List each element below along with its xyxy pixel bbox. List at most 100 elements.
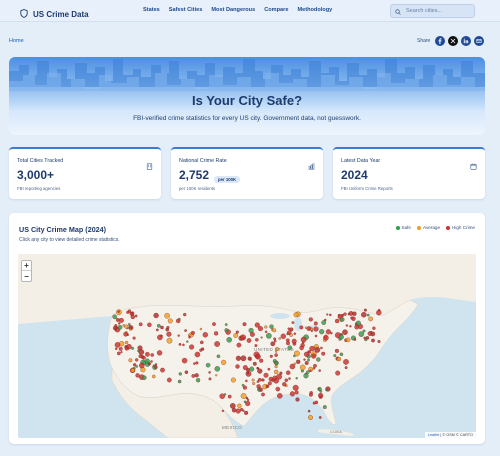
city-marker[interactable] <box>138 354 143 359</box>
city-marker[interactable] <box>235 364 240 369</box>
city-marker[interactable] <box>164 312 170 319</box>
city-marker[interactable] <box>336 356 342 362</box>
city-marker[interactable] <box>246 338 252 343</box>
city-marker[interactable] <box>249 366 255 372</box>
city-marker[interactable] <box>291 321 295 324</box>
city-marker[interactable] <box>326 313 329 316</box>
city-marker[interactable] <box>167 318 173 324</box>
city-marker[interactable] <box>313 321 318 326</box>
city-marker[interactable] <box>224 323 228 326</box>
city-marker[interactable] <box>246 398 250 402</box>
city-marker[interactable] <box>261 392 265 397</box>
city-marker[interactable] <box>124 340 129 345</box>
city-marker[interactable] <box>308 317 313 322</box>
city-marker[interactable] <box>182 343 185 347</box>
city-marker[interactable] <box>308 415 313 420</box>
city-marker[interactable] <box>123 331 129 337</box>
city-marker[interactable] <box>285 338 290 343</box>
city-marker[interactable] <box>184 329 187 332</box>
map-canvas[interactable] <box>18 254 476 438</box>
city-marker[interactable] <box>307 409 311 413</box>
city-marker[interactable] <box>135 358 139 362</box>
leaflet-link[interactable]: Leaflet <box>427 433 440 437</box>
city-marker[interactable] <box>306 326 312 331</box>
city-marker[interactable] <box>205 362 211 368</box>
city-marker[interactable] <box>363 308 367 312</box>
city-marker[interactable] <box>166 331 172 337</box>
city-marker[interactable] <box>236 342 242 348</box>
city-marker[interactable] <box>295 377 298 380</box>
city-marker[interactable] <box>216 354 221 359</box>
city-marker[interactable] <box>256 384 261 389</box>
city-marker[interactable] <box>264 330 268 334</box>
city-marker[interactable] <box>153 312 159 319</box>
city-marker[interactable] <box>256 380 260 383</box>
city-marker[interactable] <box>280 333 286 339</box>
city-marker[interactable] <box>195 378 201 383</box>
facebook-icon[interactable] <box>435 36 446 46</box>
city-marker[interactable] <box>309 345 315 352</box>
city-marker[interactable] <box>215 374 218 377</box>
city-marker[interactable] <box>267 381 272 386</box>
city-marker[interactable] <box>334 318 340 324</box>
city-marker[interactable] <box>245 396 249 400</box>
city-marker[interactable] <box>300 336 307 343</box>
city-marker[interactable] <box>118 322 121 325</box>
city-marker[interactable] <box>277 393 283 399</box>
city-marker[interactable] <box>352 311 357 316</box>
city-marker[interactable] <box>318 416 322 419</box>
city-marker[interactable] <box>178 317 181 321</box>
city-marker[interactable] <box>318 369 321 372</box>
city-marker[interactable] <box>212 322 216 326</box>
city-marker[interactable] <box>114 347 118 351</box>
city-marker[interactable] <box>339 352 344 357</box>
city-marker[interactable] <box>364 338 368 342</box>
linkedin-icon[interactable] <box>461 36 472 46</box>
city-marker[interactable] <box>276 373 282 380</box>
city-marker[interactable] <box>160 367 165 373</box>
city-marker[interactable] <box>152 374 156 379</box>
city-marker[interactable] <box>342 329 348 335</box>
city-marker[interactable] <box>135 373 140 378</box>
city-marker[interactable] <box>278 337 281 340</box>
city-marker[interactable] <box>312 367 316 370</box>
city-marker[interactable] <box>155 328 159 332</box>
city-marker[interactable] <box>241 383 245 387</box>
city-marker[interactable] <box>194 373 199 378</box>
city-marker[interactable] <box>199 327 203 331</box>
city-marker[interactable] <box>145 351 150 357</box>
city-marker[interactable] <box>194 351 201 358</box>
city-marker[interactable] <box>246 367 250 372</box>
city-marker[interactable] <box>256 366 259 370</box>
city-marker[interactable] <box>334 348 339 353</box>
city-marker[interactable] <box>257 326 263 332</box>
city-marker[interactable] <box>221 359 227 365</box>
city-marker[interactable] <box>289 363 296 370</box>
city-marker[interactable] <box>199 348 203 352</box>
city-marker[interactable] <box>293 332 297 335</box>
city-marker[interactable] <box>349 325 352 328</box>
city-marker[interactable] <box>235 408 241 414</box>
city-marker[interactable] <box>284 378 289 382</box>
city-marker[interactable] <box>265 332 272 339</box>
city-marker[interactable] <box>224 328 229 333</box>
city-marker[interactable] <box>254 322 260 328</box>
city-marker[interactable] <box>156 350 163 356</box>
city-marker[interactable] <box>355 320 361 326</box>
city-marker[interactable] <box>307 350 311 354</box>
city-marker[interactable] <box>275 386 281 392</box>
city-marker[interactable] <box>138 349 145 355</box>
city-marker[interactable] <box>261 378 265 382</box>
city-marker[interactable] <box>309 369 312 372</box>
city-marker[interactable] <box>265 384 270 389</box>
city-marker[interactable] <box>132 336 136 340</box>
city-marker[interactable] <box>288 377 291 380</box>
city-marker[interactable] <box>313 326 319 332</box>
city-marker[interactable] <box>137 349 140 352</box>
city-marker[interactable] <box>202 332 208 338</box>
city-marker[interactable] <box>147 322 152 328</box>
city-marker[interactable] <box>325 388 328 392</box>
city-marker[interactable] <box>292 384 299 391</box>
city-marker[interactable] <box>299 325 304 330</box>
city-marker[interactable] <box>358 331 365 337</box>
